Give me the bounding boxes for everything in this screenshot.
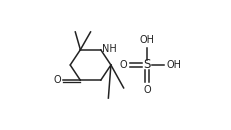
Text: O: O [119,60,127,70]
Text: OH: OH [166,60,181,70]
Text: O: O [143,84,150,95]
Text: NH: NH [102,44,116,54]
Text: S: S [143,58,150,72]
Text: O: O [53,75,61,85]
Text: OH: OH [139,35,154,46]
